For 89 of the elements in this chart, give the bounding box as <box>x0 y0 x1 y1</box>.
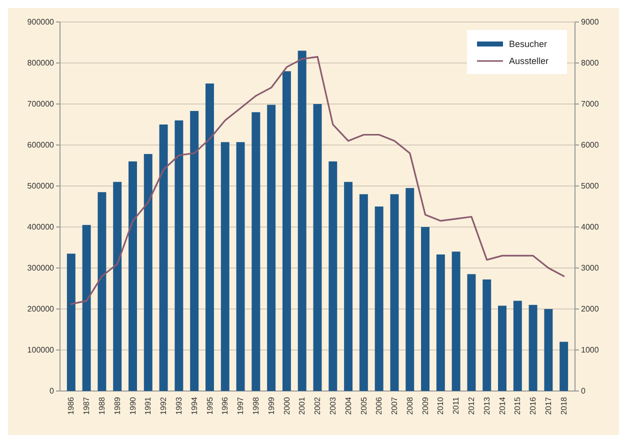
x-tick-label: 2009 <box>420 396 430 415</box>
y-tick-label: 0 <box>50 386 55 396</box>
bar <box>482 279 492 391</box>
x-tick-label: 1991 <box>144 396 153 415</box>
y-tick-label: 400000 <box>27 222 55 232</box>
y-tick-label: 200000 <box>27 304 55 314</box>
x-tick-label: 2002 <box>313 396 322 415</box>
x-tick-label: 2007 <box>390 396 400 415</box>
x-tick-label: 2018 <box>559 396 568 415</box>
y2-tick-label: 8000 <box>581 58 600 68</box>
x-tick-label: 1986 <box>66 396 76 415</box>
bar <box>467 274 476 391</box>
x-tick-label: 1990 <box>128 396 138 415</box>
bar <box>144 154 152 391</box>
bar <box>220 142 230 391</box>
x-tick-label: 1999 <box>266 396 276 415</box>
x-tick-label: 2010 <box>436 396 446 415</box>
x-tick-label: 2000 <box>282 396 292 415</box>
x-tick-label: 2014 <box>498 396 507 415</box>
x-tick-label: 1997 <box>236 396 246 415</box>
x-tick-label: 1996 <box>220 396 230 415</box>
bar <box>328 161 338 391</box>
bar <box>313 104 322 391</box>
x-tick-label: 1995 <box>205 396 214 415</box>
y2-tick-label: 5000 <box>581 182 600 191</box>
x-tick-label: 2016 <box>528 396 538 415</box>
bar <box>390 194 399 391</box>
x-tick-label: 2001 <box>298 396 307 415</box>
bar <box>436 254 445 391</box>
x-tick-label: 2004 <box>344 396 353 415</box>
bar <box>236 142 245 391</box>
bar <box>406 188 414 391</box>
bar <box>205 84 214 391</box>
y2-tick-label: 3000 <box>581 264 600 273</box>
bar <box>82 224 91 391</box>
y-tick-label: 600000 <box>27 140 55 150</box>
legend-label: Aussteller <box>509 56 549 66</box>
x-tick-label: 1987 <box>82 396 92 415</box>
y-tick-label: 100000 <box>27 346 55 355</box>
bar <box>560 342 568 391</box>
y2-tick-label: 9000 <box>581 18 600 27</box>
y2-tick-label: 4000 <box>581 222 600 232</box>
bar <box>66 254 76 391</box>
x-tick-label: 1998 <box>251 396 260 415</box>
bar <box>298 50 306 391</box>
bar <box>498 306 506 391</box>
bar <box>513 300 522 391</box>
bar <box>98 192 106 391</box>
bar <box>544 309 553 391</box>
y-tick-label: 800000 <box>27 58 55 68</box>
x-tick-label: 2008 <box>405 396 414 415</box>
y2-tick-label: 0 <box>581 386 586 396</box>
bar <box>374 206 384 391</box>
bar <box>452 252 460 391</box>
x-tick-label: 2003 <box>328 396 338 415</box>
x-tick-label: 2005 <box>359 396 368 415</box>
bar <box>159 124 168 391</box>
x-tick-label: 1992 <box>159 396 168 415</box>
y2-tick-label: 6000 <box>581 140 600 150</box>
x-tick-label: 2011 <box>452 396 461 414</box>
x-tick-label: 2017 <box>544 396 553 415</box>
y2-tick-label: 7000 <box>581 100 600 109</box>
x-tick-label: 2012 <box>467 396 476 415</box>
y-tick-label: 300000 <box>27 264 55 273</box>
bar <box>128 161 137 391</box>
x-tick-label: 1988 <box>98 396 107 415</box>
bar <box>344 182 353 391</box>
y-tick-label: 900000 <box>27 18 55 27</box>
y2-tick-label: 1000 <box>581 346 600 355</box>
bar <box>282 71 291 391</box>
line-series <box>70 56 565 305</box>
x-tick-label: 1993 <box>174 396 184 415</box>
x-tick-label: 2015 <box>513 396 522 415</box>
legend-label: Besucher <box>509 38 548 49</box>
bar <box>113 182 122 391</box>
bar <box>252 112 260 391</box>
bar <box>267 104 276 391</box>
x-tick-label: 2013 <box>482 396 492 415</box>
y2-tick-label: 2000 <box>581 304 600 314</box>
x-tick-label: 2006 <box>374 396 384 415</box>
bar <box>190 110 199 391</box>
bar <box>421 227 430 391</box>
y-tick-label: 700000 <box>27 100 55 109</box>
x-tick-label: 1989 <box>112 396 122 415</box>
x-tick-label: 1994 <box>190 396 199 415</box>
bar <box>174 120 184 391</box>
y-tick-label: 500000 <box>27 182 55 191</box>
bar <box>528 304 538 391</box>
bar <box>359 194 368 391</box>
